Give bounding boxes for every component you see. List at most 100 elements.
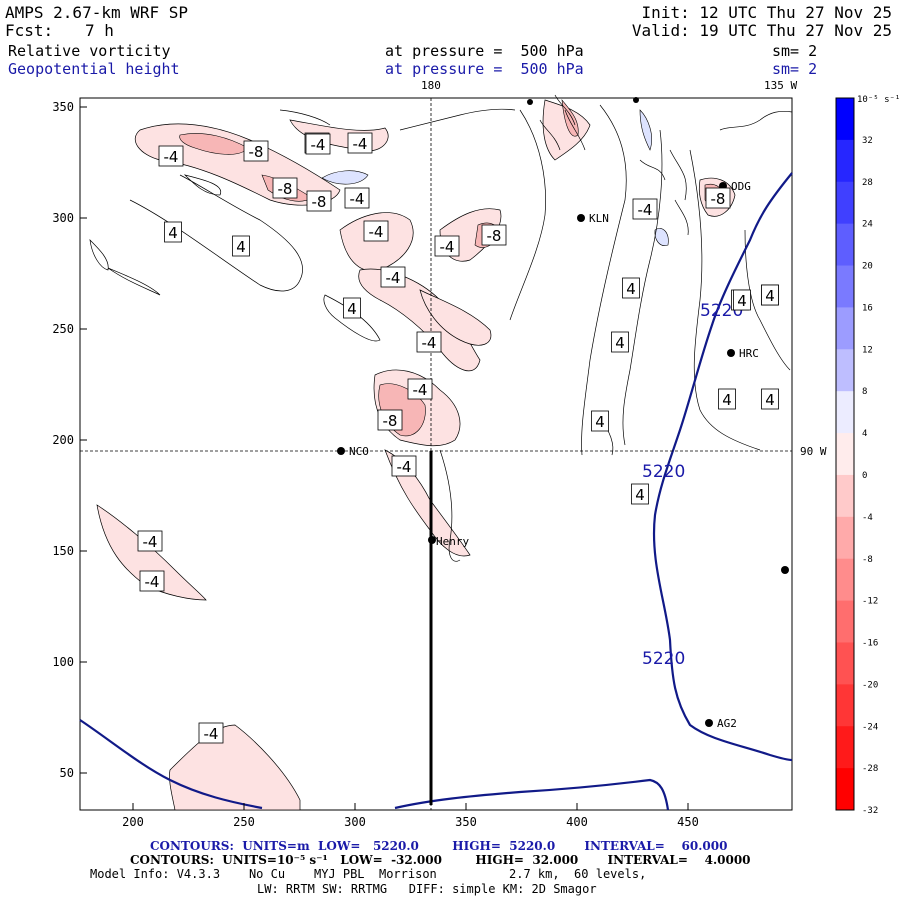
y-tick-200: 200 [52,433,74,447]
station-ag2-label: AG2 [717,717,737,730]
colorbar-level-label: -12 [862,597,878,607]
vorticity-label: -4 [353,135,368,153]
station-nco-marker [337,447,345,455]
vorticity-label-box [481,224,507,246]
field-vorticity: Relative vorticity [8,42,171,60]
vorticity-label-box [232,235,250,257]
vorticity-label: 4 [347,300,357,318]
height-label-3: 5220 [642,649,685,669]
colorbar-swatch [836,558,854,602]
vorticity-label: 4 [765,391,775,409]
colorbar-level-label: 32 [862,136,873,146]
colorbar-level-label: 28 [862,178,873,188]
vorticity-label: -8 [312,193,327,211]
vorticity-label-box [139,570,165,592]
height-label-2: 5220 [642,462,685,482]
colorbar-swatch [836,307,854,350]
fcst-label: Fcst: [5,21,54,40]
x-tick-250: 250 [233,815,255,829]
station-kln-label: KLN [589,212,609,225]
vorticity-label-box [305,133,331,155]
vorticity-label-box [761,388,779,410]
vorticity-label-box [434,235,460,257]
vorticity-label-box [363,220,389,242]
vorticity-labels: -4-4-8-4-4-8-8-444-4-4-8-44-4-4-8-4-4-4-… [137,132,779,744]
station-ag2-marker [705,719,713,727]
x-tick-200: 200 [122,815,144,829]
vorticity-label: -4 [350,190,365,208]
footer-height-contours: CONTOURS: UNITS=m LOW= 5220.0 HIGH= 5220… [150,839,728,853]
vorticity-label: 4 [615,334,625,352]
vorticity-label-box [718,388,736,410]
station-odg-label: ODG [731,180,751,193]
init-time: Init: 12 UTC Thu 27 Nov 25 [641,3,892,22]
station-top-marker [527,99,533,105]
vorticity-label: -4 [413,381,428,399]
station-kln-marker [577,214,585,222]
vorticity-label: -4 [397,458,412,476]
station-henry-marker [428,536,436,544]
colorbar-level-label: 24 [862,220,873,230]
station-henry-label: Henry [436,535,469,548]
vorticity-label-box [272,177,298,199]
vorticity-label-box [591,410,609,432]
x-tick-300: 300 [344,815,366,829]
colorbar-level-label: 20 [862,262,873,272]
colorbar-swatch [836,349,854,392]
vorticity-label-box [344,187,370,209]
stations: NCO Henry KLN HRC AG2 ODG [337,97,789,730]
vorticity-label: -4 [164,148,179,166]
vorticity-label-box [622,277,640,299]
height-contours [79,172,793,811]
station-unnamed-marker [781,566,789,574]
colorbar-swatch [836,684,854,727]
x-tick-400: 400 [566,815,588,829]
x-axis-ticks [80,106,689,810]
field-height: Geopotential height [8,60,180,78]
vorticity-label-box [705,187,731,209]
vorticity-label-box [347,132,373,154]
station-top2-marker [633,97,639,103]
x-axis: 200 250 300 350 400 450 [122,815,699,829]
vorticity-label: 4 [626,280,636,298]
y-axis: 350 300 250 200 150 100 50 [52,100,74,780]
vorticity-label: -8 [487,227,502,245]
colorbar-swatch [836,516,854,560]
y-tick-350: 350 [52,100,74,114]
colorbar-frame [835,97,855,811]
y-tick-300: 300 [52,211,74,225]
vorticity-label-box [343,297,361,319]
vorticity-label-box [761,284,779,306]
vorticity-label: -4 [143,533,158,551]
colorbar-swatch [836,726,854,769]
vorticity-label: 4 [737,292,747,310]
vorticity-label-box [733,289,751,311]
colorbar-level-label: -8 [862,555,873,565]
colorbar-level-label: 16 [862,303,873,313]
vorticity-label: 4 [722,391,732,409]
colorbar-level-label: -24 [862,722,878,732]
vorticity-label-box [391,455,417,477]
colorbar-swatch [836,181,854,225]
vorticity-label: -8 [249,143,264,161]
plot-frame [79,97,793,811]
station-hrc-marker [727,349,735,357]
colorbar-swatch [836,474,854,518]
colorbar-swatch [836,223,854,267]
smooth-height: sm= 2 [772,60,818,78]
vorticity-label: -4 [369,223,384,241]
colorbar-level-label: -32 [862,806,878,816]
vorticity-label: -8 [278,180,293,198]
colorbar-level-label: 12 [862,345,873,355]
vorticity-label: 4 [765,287,775,305]
colorbar-level-label: 4 [862,429,867,439]
y-tick-100: 100 [52,655,74,669]
colorbar-swatch [836,642,854,685]
vorticity-label: -8 [711,190,726,208]
vorticity-label: -4 [145,573,160,591]
y-tick-50: 50 [60,766,74,780]
vorticity-label-box [137,530,163,552]
vorticity-label: -4 [440,238,455,256]
colorbar-swatch [836,433,854,476]
